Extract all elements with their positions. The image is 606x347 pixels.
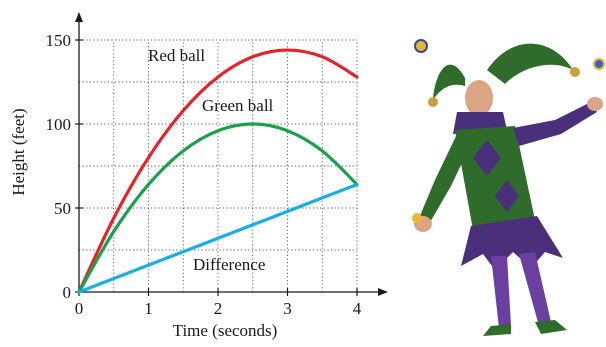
x-tick-label: 4 [353,299,362,318]
y-axis-arrow-icon [75,12,83,22]
hat-bell-icon [570,67,580,77]
jester-hat-icon [433,64,465,100]
x-axis-arrow-icon [378,288,388,296]
x-tick-label: 0 [75,299,84,318]
juggling-ball-left-icon [414,39,428,53]
height-time-chart: 0 1 2 3 4 0 50 100 150 Time (seconds) Height (fe… [9,12,388,340]
right-hand-icon [587,97,603,111]
jester-shoe-icon [483,324,511,336]
y-axis-label: Height (feet) [9,108,28,195]
jester-skirt-icon [461,216,563,270]
juggling-ball-icon [412,213,422,223]
series-curves [77,48,359,294]
jester-right-leg-icon [519,252,551,326]
ticks: 0 1 2 3 4 0 50 100 150 [46,31,362,318]
series-line-red-ball [77,48,359,294]
jester-face-icon [465,80,493,116]
series-line-difference [77,182,359,294]
jester-right-arm-icon [513,102,597,146]
jester-left-arm-icon [419,134,469,224]
x-tick-label: 1 [144,299,153,318]
juggling-ball-right-icon [593,58,605,70]
hat-bell-icon [428,97,438,107]
diamond-pattern-icon [473,140,501,176]
axes [75,12,388,296]
jester-left-leg-icon [491,256,511,328]
y-tick-label: 50 [54,199,71,218]
grid [79,39,358,292]
y-tick-label: 0 [63,283,72,302]
series-label-green-ball: Green ball [202,96,274,115]
series-label-difference: Difference [193,255,265,274]
juggling-jester-icon [412,39,605,336]
jester-torso-icon [455,126,535,230]
y-tick-label: 100 [46,115,72,134]
x-tick-label: 2 [214,299,223,318]
x-tick-label: 3 [283,299,292,318]
series-label-red-ball: Red ball [148,46,205,65]
series-line-green-ball [77,122,359,294]
jester-hat-tail-icon [487,43,573,84]
x-axis-label: Time (seconds) [173,321,278,340]
diamond-pattern-icon [495,180,519,212]
jester-shoe-icon [535,320,567,334]
y-tick-label: 150 [46,31,72,50]
text-labels: Time (seconds) Height (feet) Red ball Gr… [9,46,277,340]
